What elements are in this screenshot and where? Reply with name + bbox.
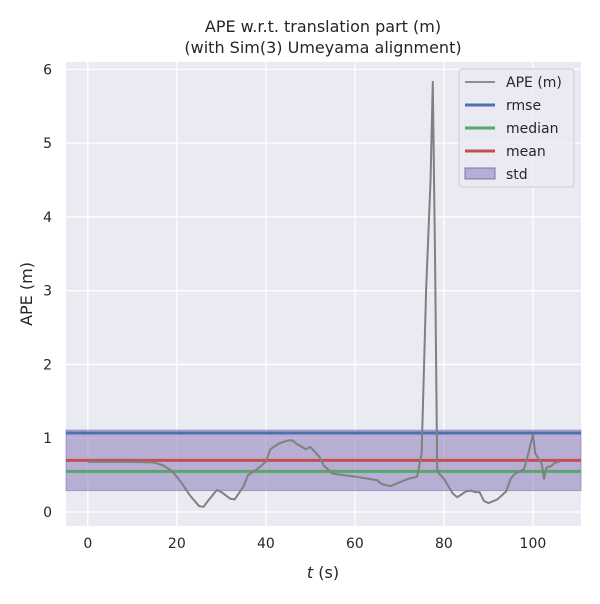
- chart-title: APE w.r.t. translation part (m): [205, 17, 441, 36]
- x-tick-label: 80: [435, 536, 453, 552]
- y-tick-label: 0: [43, 505, 52, 521]
- x-tick-label: 20: [168, 536, 186, 552]
- chart-subtitle: (with Sim(3) Umeyama alignment): [184, 38, 461, 57]
- y-tick-label: 4: [43, 210, 52, 226]
- legend-label: APE (m): [506, 75, 562, 91]
- legend-label: mean: [506, 144, 546, 160]
- y-axis-label: APE (m): [17, 262, 36, 326]
- legend-frame: [458, 68, 575, 188]
- y-tick-label: 3: [43, 284, 52, 300]
- x-tick-label: 100: [520, 536, 547, 552]
- y-tick-label: 1: [43, 431, 52, 447]
- ape-series-line: [87, 80, 560, 508]
- legend-label: rmse: [506, 98, 541, 114]
- x-axis-label: t (s): [307, 563, 339, 582]
- y-tick-label: 6: [43, 62, 52, 78]
- legend-label: median: [506, 121, 558, 137]
- y-tick-label: 2: [43, 357, 52, 373]
- x-tick-label: 60: [346, 536, 364, 552]
- y-tick-label: 5: [43, 136, 52, 152]
- legend-label: std: [506, 167, 528, 183]
- x-tick-label: 0: [83, 536, 92, 552]
- x-tick-label: 40: [257, 536, 275, 552]
- legend: APE (m) rmse median mean std: [458, 68, 575, 188]
- legend-swatch-std: [464, 167, 496, 180]
